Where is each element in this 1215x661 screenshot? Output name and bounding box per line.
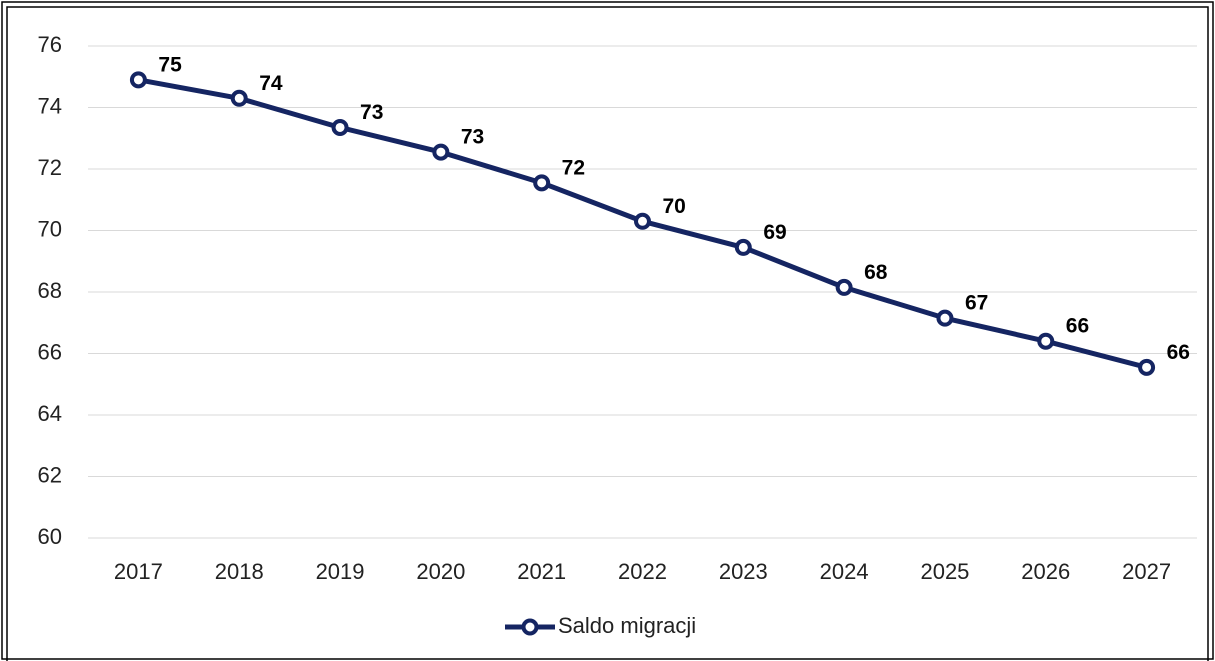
x-tick-label: 2024 — [820, 559, 869, 584]
y-tick-label: 72 — [38, 155, 62, 180]
x-tick-label: 2022 — [618, 559, 667, 584]
x-tick-label: 2025 — [920, 559, 969, 584]
point — [533, 174, 551, 192]
y-tick-label: 70 — [38, 216, 62, 241]
x-tick-label: 2017 — [114, 559, 163, 584]
point — [634, 212, 651, 230]
y-tick-label: 68 — [38, 278, 62, 303]
y-tick-label: 60 — [38, 524, 62, 549]
value-label: 73 — [461, 126, 484, 149]
x-tick-label: 2026 — [1021, 559, 1070, 584]
point — [331, 118, 349, 136]
y-tick-label: 64 — [38, 401, 62, 426]
value-label: 66 — [1066, 315, 1089, 338]
y-tick-label: 74 — [38, 93, 62, 118]
point — [734, 238, 752, 256]
y-tick-label: 62 — [38, 462, 62, 487]
x-tick-label: 2023 — [719, 559, 768, 584]
point — [936, 309, 954, 327]
value-label: 75 — [158, 53, 182, 76]
point — [129, 71, 147, 89]
inner-frame — [6, 6, 1209, 661]
value-label: 68 — [864, 261, 888, 284]
y-tick-label: 66 — [38, 339, 62, 364]
value-label: 72 — [562, 156, 585, 179]
point — [230, 89, 248, 107]
legend-marker — [521, 618, 539, 636]
value-label: 69 — [763, 221, 786, 244]
point — [1138, 358, 1156, 376]
y-tick-label: 76 — [38, 32, 62, 57]
value-label: 73 — [360, 101, 383, 124]
value-label: 67 — [965, 292, 988, 315]
point — [835, 278, 853, 296]
x-tick-label: 2018 — [215, 559, 264, 584]
point — [1037, 332, 1055, 350]
value-label: 66 — [1167, 341, 1190, 364]
value-label: 74 — [259, 72, 283, 95]
x-tick-label: 2020 — [416, 559, 465, 584]
x-tick-label: 2021 — [517, 559, 566, 584]
point — [432, 143, 450, 161]
value-label: 70 — [663, 195, 686, 218]
legend-label: Saldo migracji — [558, 613, 696, 638]
x-tick-label: 2027 — [1122, 559, 1171, 584]
x-tick-label: 2019 — [316, 559, 365, 584]
